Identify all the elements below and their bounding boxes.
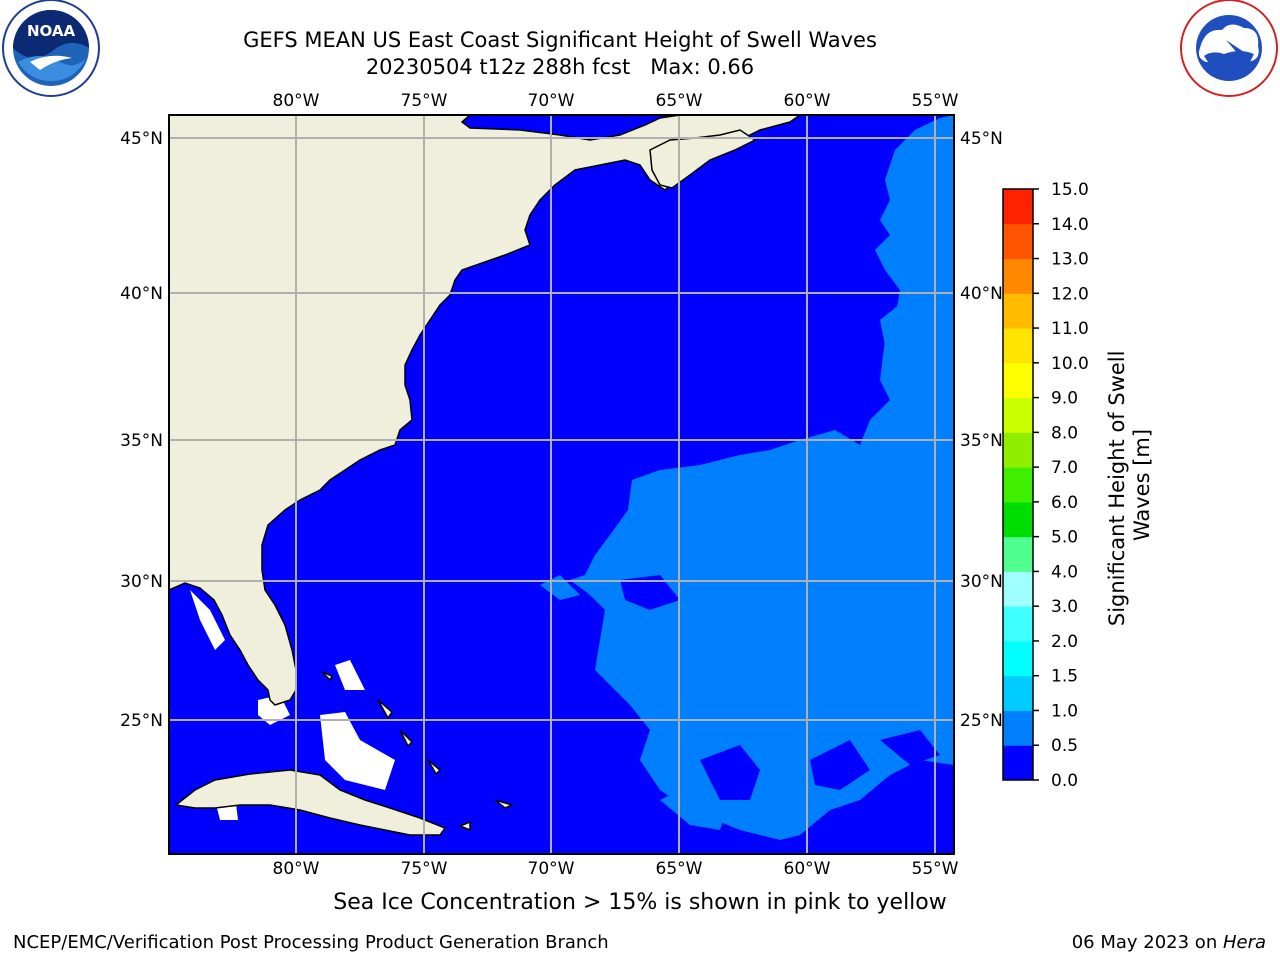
colorbar-segment [1003,710,1033,746]
colorbar-tick-label: 4.0 [1051,562,1078,582]
colorbar-tick-label: 14.0 [1051,215,1089,235]
colorbar-tick-label: 12.0 [1051,284,1089,304]
colorbar-tick-label: 2.0 [1051,632,1078,652]
lat-label: 25°N [120,711,163,731]
colorbar-segment [1003,293,1033,329]
lat-labels-right: 45°N 40°N 35°N 30°N 25°N [960,129,1003,731]
colorbar: 0.0 0.5 1.0 1.5 2.0 3.0 4.0 5.0 6.0 7.0 8.0 9.0 10.0… [1002,180,1089,791]
lon-label: 70°W [528,91,575,111]
colorbar-tick-label: 6.0 [1051,493,1078,513]
nws-logo [1180,0,1278,97]
colorbar-segment [1003,536,1033,572]
land-north-america [169,115,802,706]
lon-label: 60°W [784,91,831,111]
map-frame [168,114,955,855]
colorbar-segment [1003,189,1033,225]
lon-label: 55°W [912,91,959,111]
land-cuba [174,769,447,836]
lat-label: 35°N [120,431,163,451]
footer-date: 06 May 2023 on Hera [1072,932,1266,953]
lon-label: 70°W [528,859,575,879]
colorbar-tick-label: 13.0 [1051,250,1089,270]
noaa-logo-text: NOAA [27,22,76,40]
lat-label: 40°N [120,284,163,304]
lon-label: 55°W [912,859,959,879]
lon-labels-top: 80°W 75°W 70°W 65°W 60°W 55°W [273,91,959,111]
colorbar-tick-label: 0.0 [1051,771,1078,791]
lon-label: 80°W [273,859,320,879]
colorbar-segment [1003,501,1033,538]
noaa-logo: NOAA [2,0,100,97]
colorbar-frame [1002,188,1034,781]
footer-date-text: 06 May 2023 on [1071,932,1223,953]
lon-label: 75°W [401,91,448,111]
colorbar-segment [1003,328,1033,364]
colorbar-tick-label: 1.0 [1051,701,1078,721]
lat-label: 35°N [960,431,1003,451]
colorbar-tick-label: 11.0 [1051,319,1089,339]
colorbar-tick-label: 3.0 [1051,597,1078,617]
colorbar-segment [1003,745,1033,781]
chart-title: GEFS MEAN US East Coast Significant Heig… [243,28,877,52]
land-bahamas [321,671,515,832]
colorbar-tick-label: 0.5 [1051,736,1078,756]
colorbar-tick-label: 8.0 [1051,423,1078,443]
lat-label: 25°N [960,711,1003,731]
colorbar-tick-label: 1.5 [1051,667,1078,687]
lat-label: 30°N [960,572,1003,592]
lat-label: 30°N [120,572,163,592]
lon-label: 75°W [401,859,448,879]
lat-label: 45°N [120,129,163,149]
lon-labels-bottom: 80°W 75°W 70°W 65°W 60°W 55°W [273,859,959,879]
colorbar-label: Significant Height of Swell Waves [m] [1105,344,1154,626]
colorbar-segment [1003,362,1033,399]
colorbar-segment [1003,675,1033,711]
lat-labels-left: 45°N 40°N 35°N 30°N 25°N [120,129,163,731]
footer-branch: NCEP/EMC/Verification Post Processing Pr… [13,932,609,953]
sea-ice-note: Sea Ice Concentration > 15% is shown in … [333,890,947,915]
lat-label: 45°N [960,129,1003,149]
lon-label: 65°W [656,91,703,111]
colorbar-tick-label: 15.0 [1051,180,1089,200]
lon-label: 80°W [273,91,320,111]
colorbar-segment [1003,606,1033,642]
lat-label: 40°N [960,284,1003,304]
chart-subtitle: 20230504 t12z 288h fcst Max: 0.66 [365,55,755,79]
colorbar-tick-label: 9.0 [1051,389,1078,409]
colorbar-tick-label: 7.0 [1051,458,1078,478]
map-gridlines [169,115,954,854]
map-area [169,115,954,854]
lon-label: 65°W [656,859,703,879]
colorbar-segment [1003,258,1033,294]
colorbar-tick-label: 10.0 [1051,354,1089,374]
colorbar-segment [1003,223,1033,260]
colorbar-segment [1003,640,1033,677]
swell-0.0-0.5-pockets [620,575,940,800]
lon-label: 60°W [784,859,831,879]
colorbar-segment [1003,397,1033,433]
colorbar-segment [1003,467,1033,503]
colorbar-segment [1003,571,1033,607]
colorbar-tick-label: 5.0 [1051,528,1078,548]
colorbar-segment [1003,432,1033,468]
footer-host: Hera [1222,932,1266,953]
